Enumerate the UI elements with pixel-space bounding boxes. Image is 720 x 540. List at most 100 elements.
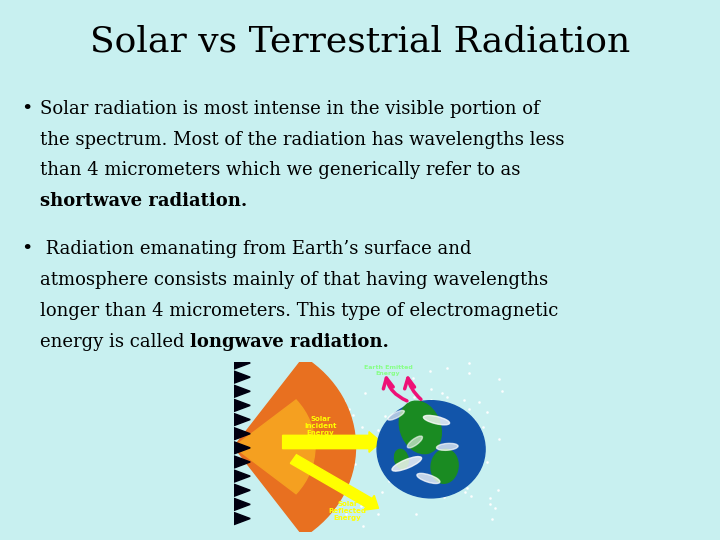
Point <box>441 392 453 401</box>
Point <box>392 471 404 480</box>
Text: Earth Emitted
Energy: Earth Emitted Energy <box>364 365 413 376</box>
Text: than 4 micrometers which we generically refer to as: than 4 micrometers which we generically … <box>40 161 520 179</box>
Point <box>408 393 420 402</box>
Ellipse shape <box>400 401 441 454</box>
Point <box>357 521 369 530</box>
Point <box>341 509 352 518</box>
Point <box>376 488 387 497</box>
FancyArrowPatch shape <box>405 378 421 400</box>
Polygon shape <box>234 512 251 525</box>
Point <box>461 484 472 492</box>
Ellipse shape <box>395 449 408 469</box>
Point <box>484 494 495 502</box>
Point <box>438 492 450 501</box>
Point <box>459 488 471 496</box>
Point <box>306 364 318 373</box>
Point <box>493 374 505 383</box>
Point <box>468 416 480 424</box>
Point <box>426 384 437 393</box>
FancyArrow shape <box>282 431 381 453</box>
Point <box>396 477 408 485</box>
Point <box>496 387 508 396</box>
Circle shape <box>377 401 485 498</box>
Wedge shape <box>234 400 315 494</box>
Ellipse shape <box>417 474 440 483</box>
Point <box>473 398 485 407</box>
Polygon shape <box>234 470 251 482</box>
Point <box>315 401 326 409</box>
Ellipse shape <box>408 436 423 448</box>
Point <box>410 510 422 518</box>
Point <box>355 438 366 447</box>
Polygon shape <box>234 357 251 369</box>
FancyArrow shape <box>290 455 379 510</box>
Point <box>458 395 469 404</box>
Ellipse shape <box>436 443 458 450</box>
Wedge shape <box>234 357 356 536</box>
Point <box>299 513 310 522</box>
Text: Solar vs Terrestrial Radiation: Solar vs Terrestrial Radiation <box>90 24 630 58</box>
Point <box>330 505 341 514</box>
Ellipse shape <box>431 449 458 483</box>
Point <box>405 383 417 392</box>
Text: longwave radiation.: longwave radiation. <box>190 333 389 350</box>
Point <box>408 374 419 383</box>
Point <box>432 435 444 443</box>
Polygon shape <box>234 484 251 496</box>
Point <box>395 440 406 448</box>
Point <box>481 408 492 417</box>
Polygon shape <box>234 498 251 510</box>
Text: Solar
Incident
Energy: Solar Incident Energy <box>304 416 337 436</box>
Point <box>490 503 501 512</box>
Point <box>338 396 350 405</box>
Point <box>356 423 367 432</box>
Text: longer than 4 micrometers. This type of electromagnetic: longer than 4 micrometers. This type of … <box>40 302 558 320</box>
Point <box>304 415 315 424</box>
Point <box>338 454 350 462</box>
Point <box>372 426 384 434</box>
Point <box>302 388 314 396</box>
Point <box>465 433 477 442</box>
Point <box>441 363 452 372</box>
Point <box>327 474 338 482</box>
Point <box>297 400 309 408</box>
Text: Radiation emanating from Earth’s surface and: Radiation emanating from Earth’s surface… <box>40 240 471 258</box>
Point <box>482 457 493 466</box>
Text: Solar
Reflected
Energy: Solar Reflected Energy <box>328 501 366 521</box>
Point <box>402 467 413 476</box>
Point <box>379 411 390 420</box>
Point <box>359 388 371 397</box>
Point <box>343 404 355 413</box>
Point <box>379 441 391 450</box>
Point <box>484 500 495 509</box>
Polygon shape <box>234 428 251 440</box>
Point <box>486 515 498 523</box>
Polygon shape <box>234 456 251 468</box>
Text: •: • <box>22 100 33 118</box>
Point <box>372 510 384 518</box>
Point <box>305 486 317 495</box>
Point <box>407 422 418 431</box>
Point <box>492 485 503 494</box>
Polygon shape <box>234 371 251 383</box>
Point <box>477 423 489 431</box>
Point <box>426 457 438 465</box>
Point <box>426 396 437 405</box>
Point <box>315 390 327 399</box>
FancyArrowPatch shape <box>383 378 407 401</box>
Point <box>383 477 395 485</box>
Point <box>328 420 340 429</box>
Point <box>312 498 323 507</box>
Point <box>325 447 336 455</box>
Text: •: • <box>22 240 33 258</box>
Point <box>390 408 402 416</box>
Point <box>451 410 463 418</box>
Polygon shape <box>234 385 251 397</box>
Point <box>447 467 459 476</box>
Point <box>460 417 472 426</box>
Point <box>493 435 505 444</box>
Text: Solar radiation is most intense in the visible portion of: Solar radiation is most intense in the v… <box>40 100 539 118</box>
Point <box>463 405 474 414</box>
Text: the spectrum. Most of the radiation has wavelengths less: the spectrum. Most of the radiation has … <box>40 131 564 149</box>
Point <box>391 407 402 416</box>
